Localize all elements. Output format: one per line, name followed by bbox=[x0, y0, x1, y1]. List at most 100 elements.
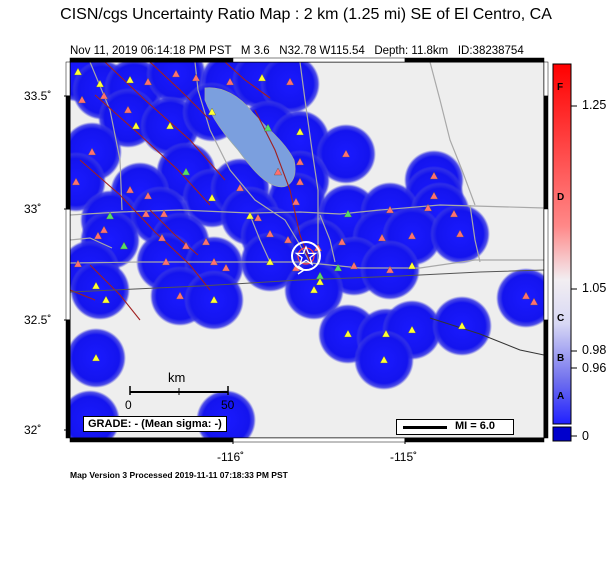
x-label-116: -116˚ bbox=[217, 450, 245, 464]
y-label-33-5: 33.5˚ bbox=[24, 89, 52, 103]
station-triangle-icon bbox=[99, 91, 109, 100]
station-triangle-icon bbox=[529, 297, 539, 306]
salton-sea bbox=[204, 87, 296, 188]
road-lines bbox=[70, 62, 544, 269]
station-triangle-icon bbox=[123, 105, 133, 114]
station-triangle-icon bbox=[377, 233, 387, 242]
grade-label: GRADE: - (Mean sigma: -) bbox=[83, 416, 227, 432]
colorbar-letter-a: A bbox=[557, 391, 565, 402]
event-depth: Depth: 11.8km bbox=[374, 45, 449, 57]
coast-line bbox=[429, 317, 544, 356]
colorbar-letter-b: B bbox=[557, 353, 565, 364]
station-triangle-icon bbox=[263, 123, 273, 132]
station-triangle-icon bbox=[221, 263, 231, 272]
station-triangle-icon bbox=[385, 205, 395, 214]
station-triangle-icon bbox=[99, 225, 109, 234]
frame-band bbox=[69, 57, 234, 63]
station-triangle-icon bbox=[257, 73, 267, 82]
station-triangle-icon bbox=[101, 295, 111, 304]
station-triangle-icon bbox=[407, 261, 417, 270]
fault-lines bbox=[70, 62, 311, 321]
station-triangle-icon bbox=[291, 197, 301, 206]
station-triangle-icon bbox=[315, 277, 325, 286]
axis-ticks bbox=[64, 95, 406, 444]
station-triangle-icon bbox=[105, 211, 115, 220]
station-triangle-icon bbox=[295, 127, 305, 136]
station-triangle-icon bbox=[143, 77, 153, 86]
frame-band bbox=[65, 319, 71, 439]
station-triangle-icon bbox=[125, 75, 135, 84]
station-triangle-icon bbox=[333, 263, 343, 272]
event-date: Nov 11, 2019 06:14:18 PM PST bbox=[70, 45, 232, 57]
mi-legend-label: MI = 6.0 bbox=[455, 420, 496, 432]
event-info: Nov 11, 2019 06:14:18 PM PST M 3.6 N32.7… bbox=[70, 45, 524, 57]
station-triangle-icon bbox=[429, 191, 439, 200]
station-triangle-icon bbox=[253, 213, 263, 222]
frame-band bbox=[543, 95, 549, 210]
station-triangle-icon bbox=[337, 237, 347, 246]
frame-band bbox=[543, 208, 549, 321]
colorbar-letter-d: D bbox=[557, 192, 565, 203]
station-triangle-icon bbox=[285, 77, 295, 86]
station-triangle-icon bbox=[209, 295, 219, 304]
station-triangle-icon bbox=[131, 121, 141, 130]
frame-band bbox=[232, 57, 406, 63]
frame-band bbox=[543, 319, 549, 439]
station-triangle-icon bbox=[73, 67, 83, 76]
uncertainty-blob bbox=[496, 268, 544, 328]
frame-band bbox=[404, 437, 545, 443]
colorbar-value-1-25: 1.25 bbox=[582, 98, 607, 112]
colorbar-value-0: 0 bbox=[582, 429, 589, 443]
station-triangle-icon bbox=[295, 157, 305, 166]
border-line bbox=[70, 269, 544, 293]
station-triangle-icon bbox=[87, 147, 97, 156]
station-triangle-icon bbox=[429, 171, 439, 180]
frame-band bbox=[232, 437, 406, 443]
colorbar-letter-f: F bbox=[557, 82, 564, 93]
station-triangle-icon bbox=[175, 291, 185, 300]
station-triangle-icon bbox=[379, 355, 389, 364]
scale-bar bbox=[129, 386, 229, 395]
station-triangle-icon bbox=[91, 353, 101, 362]
station-triangle-icon bbox=[385, 265, 395, 274]
station-triangle-icon bbox=[455, 229, 465, 238]
colorbar-value-0-98: 0.98 bbox=[582, 343, 607, 357]
station-triangle-icon bbox=[295, 177, 305, 186]
station-triangle-icon bbox=[93, 231, 103, 240]
scale-start: 0 bbox=[125, 398, 132, 412]
mi-legend-line bbox=[403, 426, 447, 429]
event-id: ID:38238754 bbox=[457, 45, 524, 57]
station-triangle-icon bbox=[235, 183, 245, 192]
station-triangle-icon bbox=[349, 261, 359, 270]
scale-end: 50 bbox=[221, 398, 235, 412]
station-triangle-icon bbox=[141, 209, 151, 218]
station-triangle-icon bbox=[159, 209, 169, 218]
station-triangle-icon bbox=[265, 229, 275, 238]
station-triangle-icon bbox=[225, 77, 235, 86]
colorbar-value-1-05: 1.05 bbox=[582, 281, 607, 295]
station-triangle-icon bbox=[119, 241, 129, 250]
event-magnitude: M 3.6 bbox=[240, 45, 270, 57]
station-triangle-icon bbox=[521, 291, 531, 300]
station-triangle-icon bbox=[157, 233, 167, 242]
station-triangle-icon bbox=[407, 325, 417, 334]
station-triangle-icon bbox=[143, 191, 153, 200]
map-title: CISN/cgs Uncertainty Ratio Map : 2 km (1… bbox=[60, 6, 552, 23]
stations bbox=[71, 67, 539, 364]
event-location: N32.78 W115.54 bbox=[279, 45, 365, 57]
mi-legend: MI = 6.0 bbox=[396, 419, 514, 435]
station-triangle-icon bbox=[343, 209, 353, 218]
station-triangle-icon bbox=[309, 285, 319, 294]
station-triangle-icon bbox=[283, 235, 293, 244]
epicenter bbox=[291, 241, 321, 275]
station-triangle-icon bbox=[207, 107, 217, 116]
frame-band bbox=[65, 95, 71, 210]
station-triangle-icon bbox=[209, 257, 219, 266]
station-coverage bbox=[70, 62, 544, 438]
station-triangle-icon bbox=[181, 167, 191, 176]
station-triangle-icon bbox=[71, 177, 81, 186]
station-triangle-icon bbox=[161, 257, 171, 266]
station-triangle-icon bbox=[73, 259, 83, 268]
station-triangle-icon bbox=[191, 73, 201, 82]
colorbar-letter-c: C bbox=[557, 313, 565, 324]
